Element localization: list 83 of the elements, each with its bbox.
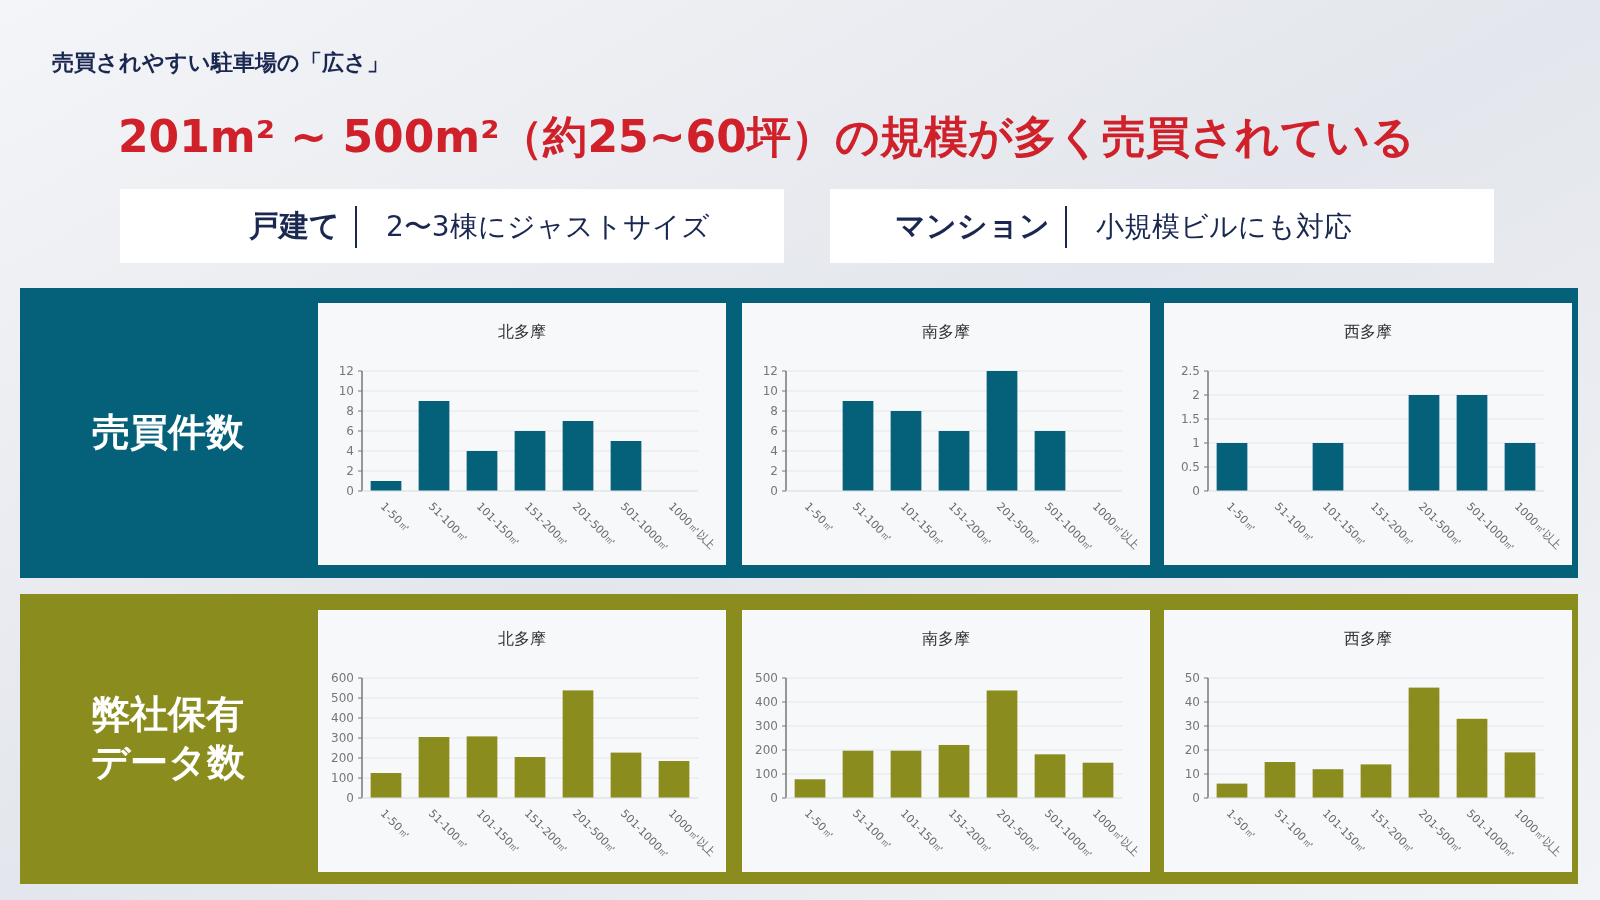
bar bbox=[1360, 764, 1392, 798]
bar bbox=[658, 761, 690, 798]
y-tick-label: 2.5 bbox=[1180, 364, 1200, 378]
bar bbox=[938, 431, 970, 491]
y-tick-label: 0 bbox=[770, 484, 778, 498]
y-tick-label: 0 bbox=[1192, 791, 1200, 805]
bar bbox=[842, 750, 874, 798]
bar bbox=[890, 411, 922, 491]
bar bbox=[1034, 754, 1066, 798]
y-tick-label: 12 bbox=[762, 364, 778, 378]
y-tick-label: 10 bbox=[338, 384, 354, 398]
bar bbox=[466, 451, 498, 491]
bar bbox=[562, 421, 594, 491]
chart-title: 西多摩 bbox=[1344, 629, 1392, 648]
y-axis-title: 弊社保有データ数 bbox=[91, 692, 246, 784]
y-tick-label: 400 bbox=[755, 695, 778, 709]
y-tick-label: 0 bbox=[346, 484, 354, 498]
y-tick-label: 6 bbox=[346, 424, 354, 438]
y-tick-label: 100 bbox=[331, 771, 354, 785]
bar bbox=[1408, 687, 1440, 798]
y-tick-label: 6 bbox=[770, 424, 778, 438]
y-tick-label: 1 bbox=[1192, 436, 1200, 450]
chart-title: 南多摩 bbox=[922, 629, 970, 648]
text: 2〜3棟にジャストサイズ bbox=[386, 210, 710, 243]
y-tick-label: 50 bbox=[1184, 671, 1200, 685]
bar bbox=[1456, 718, 1488, 798]
y-tick-label: 100 bbox=[755, 767, 778, 781]
y-tick-label: 4 bbox=[770, 444, 778, 458]
y-tick-label: 12 bbox=[338, 364, 354, 378]
bar bbox=[794, 779, 826, 798]
bar bbox=[1034, 431, 1066, 491]
y-tick-label: 2 bbox=[770, 464, 778, 478]
bar bbox=[1082, 762, 1114, 798]
y-tick-label: 10 bbox=[1184, 767, 1200, 781]
y-tick-label: 4 bbox=[346, 444, 354, 458]
y-tick-label: 30 bbox=[1184, 719, 1200, 733]
text: マンション bbox=[895, 208, 1050, 243]
bar bbox=[562, 690, 594, 798]
y-tick-label: 600 bbox=[331, 671, 354, 685]
bar bbox=[1264, 762, 1296, 798]
bar bbox=[842, 401, 874, 491]
chart-title: 西多摩 bbox=[1344, 322, 1392, 341]
bar bbox=[418, 401, 450, 491]
y-tick-label: 1.5 bbox=[1180, 412, 1200, 426]
bar bbox=[938, 744, 970, 798]
y-tick-label: 200 bbox=[755, 743, 778, 757]
y-tick-label: 2 bbox=[346, 464, 354, 478]
y-tick-label: 10 bbox=[762, 384, 778, 398]
bar bbox=[610, 441, 642, 491]
chart-title: 北多摩 bbox=[498, 629, 546, 648]
bar bbox=[610, 752, 642, 798]
y-tick-label: 20 bbox=[1184, 743, 1200, 757]
bar bbox=[1312, 769, 1344, 798]
bar bbox=[514, 757, 546, 798]
bar bbox=[514, 431, 546, 491]
y-tick-label: 0 bbox=[346, 791, 354, 805]
chart-title: 北多摩 bbox=[498, 322, 546, 341]
bar bbox=[1504, 752, 1536, 798]
y-tick-label: 300 bbox=[755, 719, 778, 733]
y-tick-label: 400 bbox=[331, 711, 354, 725]
y-tick-label: 300 bbox=[331, 731, 354, 745]
y-tick-label: 8 bbox=[770, 404, 778, 418]
y-tick-label: 8 bbox=[346, 404, 354, 418]
y-axis-title: 売買件数 bbox=[92, 410, 245, 454]
chart-title: 南多摩 bbox=[922, 322, 970, 341]
bar bbox=[890, 750, 922, 798]
bar bbox=[986, 371, 1018, 491]
bar bbox=[370, 773, 402, 798]
y-tick-label: 0 bbox=[1192, 484, 1200, 498]
y-tick-label: 0 bbox=[770, 791, 778, 805]
bar bbox=[466, 736, 498, 798]
y-tick-label: 500 bbox=[755, 671, 778, 685]
y-tick-label: 2 bbox=[1192, 388, 1200, 402]
bar bbox=[986, 690, 1018, 798]
y-tick-label: 500 bbox=[331, 691, 354, 705]
text: 小規模ビルにも対応 bbox=[1096, 210, 1352, 243]
y-tick-label: 40 bbox=[1184, 695, 1200, 709]
text: 売買されやすい駐車場の「広さ」 bbox=[52, 50, 389, 75]
bar bbox=[418, 737, 450, 798]
y-tick-label: 0.5 bbox=[1180, 460, 1200, 474]
y-tick-label: 200 bbox=[331, 751, 354, 765]
text: 201m² ~ 500m²（約25~60坪）の規模が多く売買されている bbox=[118, 111, 1415, 162]
text: 戸建て bbox=[248, 208, 340, 243]
